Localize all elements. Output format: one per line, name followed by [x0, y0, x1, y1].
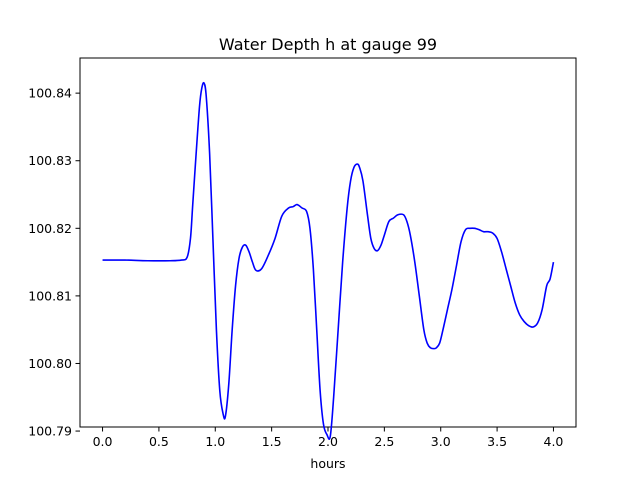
y-tick-label: 100.82 — [28, 221, 72, 236]
y-tick-label: 100.83 — [28, 153, 72, 168]
x-tick-label: 0.5 — [149, 434, 169, 449]
y-tick-label: 100.81 — [28, 288, 72, 303]
x-tick-label: 2.5 — [374, 434, 394, 449]
x-tick-label: 2.0 — [318, 434, 338, 449]
series-line — [102, 81, 555, 440]
x-tick-label: 3.5 — [487, 434, 507, 449]
y-axis-ticks: 100.79 100.80 100.81 100.82 100.83 100.84 — [28, 86, 80, 439]
x-tick-label: 1.5 — [262, 434, 282, 449]
chart-title: Water Depth h at gauge 99 — [219, 35, 437, 54]
x-axis-ticks: 0.0 0.5 1.0 1.5 2.0 2.5 3.0 3.5 4.0 — [93, 427, 564, 449]
x-tick-label: 1.0 — [205, 434, 225, 449]
x-axis-label: hours — [310, 456, 345, 471]
x-tick-label: 0.0 — [93, 434, 113, 449]
y-tick-label: 100.84 — [28, 86, 72, 101]
y-tick-label: 100.79 — [28, 424, 72, 439]
y-tick-label: 100.80 — [28, 356, 72, 371]
x-tick-label: 4.0 — [544, 434, 564, 449]
x-tick-label: 3.0 — [431, 434, 451, 449]
